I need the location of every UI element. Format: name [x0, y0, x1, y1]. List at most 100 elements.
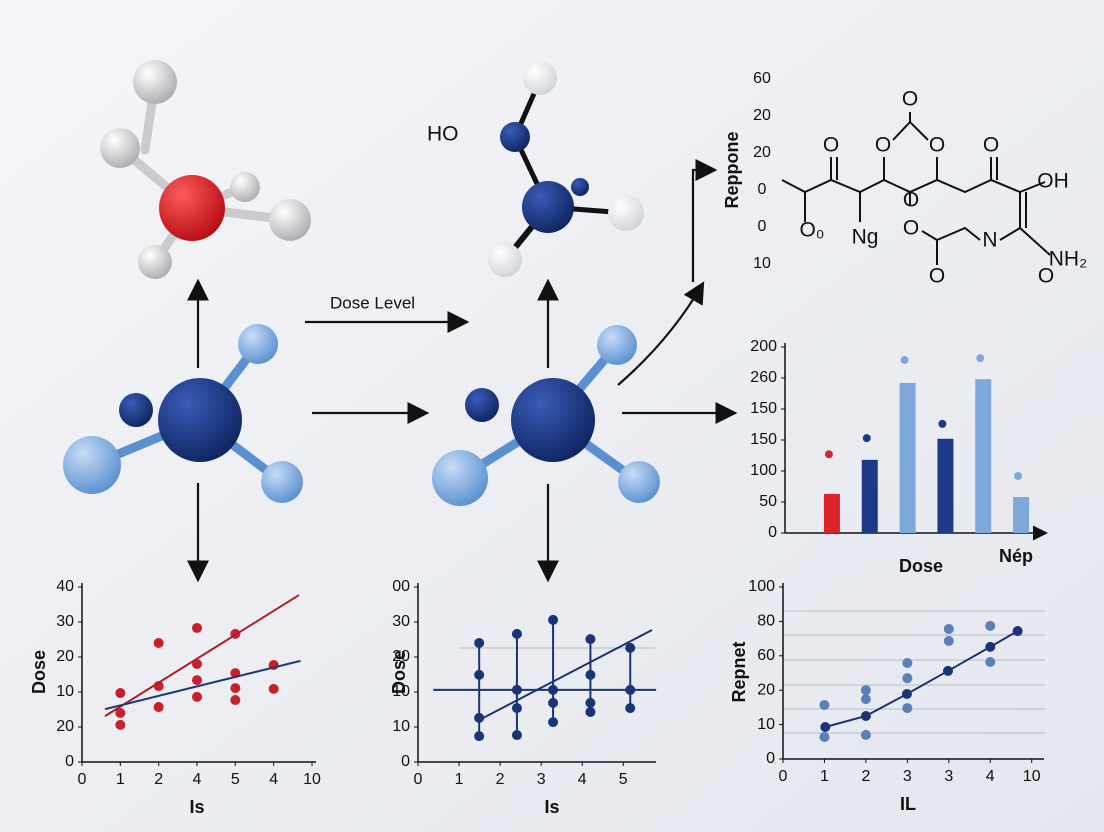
point — [153, 638, 164, 648]
y-tick-label: 40 — [56, 578, 74, 595]
y-tick-label: 00 — [392, 578, 410, 595]
y-tick-label: 200 — [750, 338, 777, 355]
y-tick-label: 20 — [392, 648, 410, 665]
bar — [899, 382, 916, 533]
point — [192, 675, 202, 686]
x-tick-label: 3 — [537, 771, 546, 788]
point — [1012, 626, 1023, 637]
y-tick-label: 100 — [750, 462, 777, 479]
point — [819, 699, 830, 710]
line — [825, 630, 1019, 728]
point — [548, 717, 559, 728]
line — [478, 629, 653, 721]
y-tick-label: 10 — [392, 683, 410, 700]
point — [585, 634, 596, 645]
y-tick-label: 150 — [750, 431, 777, 448]
atom-label: O — [929, 134, 945, 157]
atom-label: O — [875, 134, 891, 157]
point — [474, 731, 485, 742]
point — [474, 712, 485, 723]
x-tick-label: 4 — [269, 771, 278, 788]
y-tick-label: 50 — [759, 493, 777, 510]
y-axis-label: Repnet — [729, 641, 749, 702]
y-tick-label: 60 — [757, 647, 775, 664]
point — [585, 697, 596, 708]
point — [862, 434, 871, 443]
point — [192, 622, 202, 633]
point — [976, 354, 985, 363]
arrow-label: Dose Level — [330, 293, 415, 312]
atom-label: O — [823, 134, 839, 157]
y-tick-label: 20 — [753, 144, 771, 161]
molecule — [63, 324, 303, 503]
y-tick-label: 100 — [748, 578, 775, 595]
annotation: Nép — [999, 546, 1033, 566]
y-axis-label: Repponе — [722, 131, 742, 208]
atom-label: O — [1038, 265, 1054, 288]
point — [192, 659, 202, 669]
atom-label: Ng — [852, 226, 879, 249]
atom-label: O — [902, 88, 918, 111]
x-axis-label: IL — [900, 794, 916, 814]
bar — [861, 459, 878, 533]
point — [901, 688, 912, 699]
x-tick-label: 2 — [861, 768, 870, 785]
x-tick-label: 1 — [116, 771, 125, 788]
arrows: Dose Level — [187, 159, 738, 583]
point — [625, 642, 636, 653]
point — [985, 641, 996, 652]
y-tick-label: 10 — [392, 718, 410, 735]
point — [474, 669, 485, 680]
x-tick-label: 0 — [779, 768, 788, 785]
atom-label: O₀ — [799, 219, 824, 242]
y-tick-label: 0 — [401, 753, 410, 770]
bar — [937, 438, 954, 533]
x-tick-label: 1 — [820, 768, 829, 785]
point — [938, 419, 947, 428]
x-tick-label: 4 — [986, 768, 995, 785]
point — [824, 450, 833, 459]
point — [902, 673, 913, 684]
molecule: HO — [427, 61, 644, 277]
point — [625, 703, 636, 714]
point — [230, 695, 241, 706]
y-tick-label: 20 — [753, 107, 771, 124]
bar — [975, 379, 992, 533]
point — [1014, 471, 1023, 480]
x-axis-label: Is — [189, 797, 204, 817]
line — [104, 594, 300, 717]
molecule — [432, 325, 660, 506]
point — [943, 636, 954, 647]
atom-label: OH — [1037, 170, 1069, 193]
atom-label: O — [983, 134, 999, 157]
point — [820, 722, 831, 733]
y-axis-label: Dose — [389, 650, 409, 694]
x-tick-label: 4 — [193, 771, 202, 788]
atom-label: NH₂ — [1049, 248, 1087, 271]
point — [942, 665, 953, 676]
point — [860, 694, 871, 705]
molecule — [100, 60, 311, 279]
x-axis-label: Dose — [899, 556, 943, 576]
bar — [1013, 497, 1030, 533]
y-tick-label: 30 — [392, 613, 410, 630]
y-tick-label: 20 — [757, 681, 775, 698]
y-tick-label: 260 — [750, 369, 777, 386]
point — [943, 623, 954, 634]
y-tick-label: 10 — [757, 716, 775, 733]
point — [511, 730, 522, 741]
point — [474, 638, 485, 648]
point — [548, 614, 559, 625]
x-tick-label: 3 — [903, 768, 912, 785]
y-tick-label: 30 — [56, 613, 74, 630]
y-tick-label: 80 — [757, 613, 775, 630]
y-tick-label: 0 — [758, 181, 767, 198]
x-tick-label: 10 — [303, 771, 321, 788]
point — [819, 731, 830, 742]
point — [115, 708, 126, 718]
x-tick-label: 0 — [78, 771, 87, 788]
y-tick-label: 20 — [56, 648, 74, 665]
point — [985, 656, 996, 667]
